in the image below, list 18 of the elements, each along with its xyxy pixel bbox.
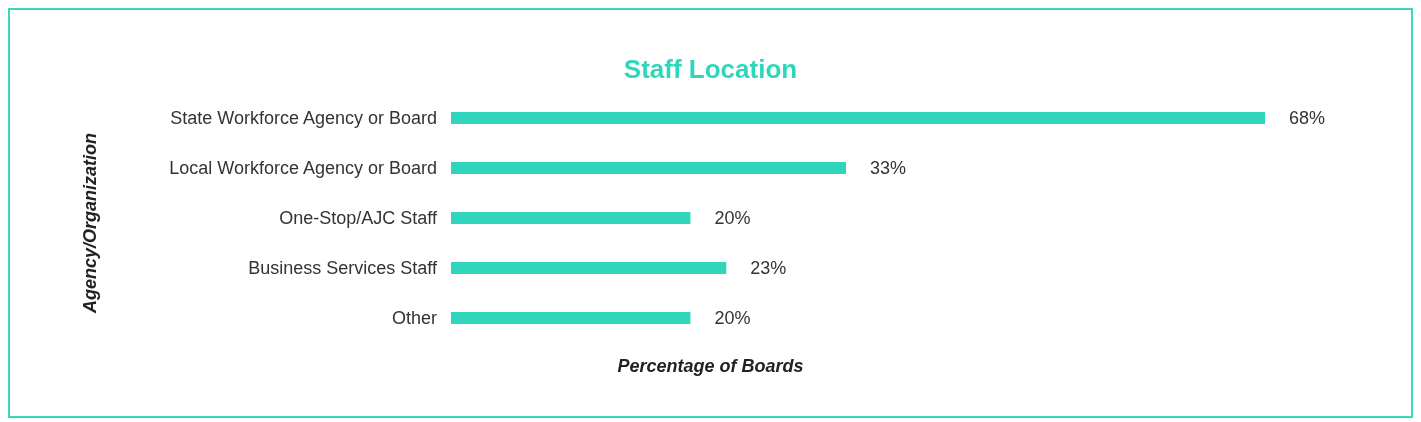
- bar: [451, 212, 691, 224]
- bar: [451, 312, 691, 324]
- chart-title: Staff Location: [622, 54, 799, 85]
- y-tick-label: Local Workforce Agency or Board: [169, 158, 437, 179]
- x-axis-title: Percentage of Boards: [616, 356, 805, 377]
- y-tick-label: State Workforce Agency or Board: [170, 108, 437, 129]
- y-tick-label: One-Stop/AJC Staff: [279, 208, 438, 229]
- bar: [451, 162, 847, 174]
- y-tick-label: Other: [391, 308, 437, 329]
- bar: [451, 262, 727, 274]
- data-label: 20%: [714, 208, 751, 229]
- bar: [451, 112, 1265, 124]
- data-label: 23%: [750, 258, 787, 279]
- y-axis-title: Agency/Organization: [79, 132, 101, 314]
- y-tick-label: Business Services Staff: [248, 258, 438, 279]
- data-label: 68%: [1289, 108, 1326, 129]
- data-label: 33%: [870, 158, 907, 179]
- data-label: 20%: [714, 308, 751, 329]
